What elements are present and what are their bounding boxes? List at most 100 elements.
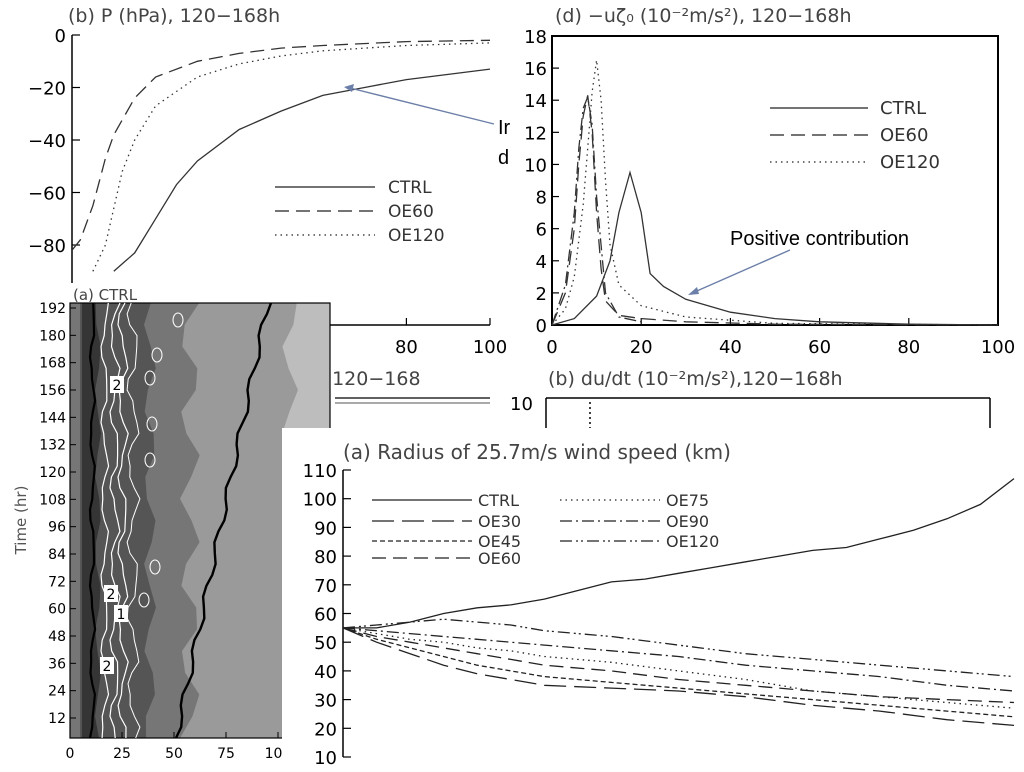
pressure-ytick-label: −20	[28, 79, 66, 100]
hovmoller-contour-line	[109, 302, 121, 739]
radius-legend-label: OE120	[666, 532, 719, 551]
hovmoller-ytick-label: 96	[48, 520, 66, 536]
radius-title: (a) Radius of 25.7m/s wind speed (km)	[343, 440, 731, 464]
hovmoller-xtick-label: 0	[66, 746, 75, 762]
advection-frame	[551, 35, 999, 326]
radius-panel: (a) Radius of 25.7m/s wind speed (km) 10…	[282, 428, 1024, 769]
pressure-series-oe120	[92, 42, 490, 272]
advection-series-unlabeled-3	[551, 94, 642, 326]
hovmoller-xtick-label: 50	[165, 746, 183, 762]
advection-xtick-label: 100	[981, 337, 1015, 358]
advection-legend-label: OE120	[880, 152, 940, 173]
advection-series-ctrl	[551, 170, 999, 326]
advection-ytick-label: 6	[536, 220, 547, 241]
hovmoller-contours	[88, 302, 273, 739]
pressure-ytick-label: −80	[28, 236, 66, 257]
radius-series	[342, 478, 1015, 727]
hovmoller-label-text: 2	[103, 659, 112, 675]
hovmoller-contour-line	[117, 302, 129, 739]
hovmoller-ytick-label: 36	[48, 656, 66, 672]
hovmoller-label-text: 2	[107, 587, 116, 603]
radius-series-oe90	[342, 627, 1015, 692]
radius-series-oe45	[342, 627, 1015, 718]
pressure-x-ticks: 80 100	[395, 318, 507, 358]
advection-series-oe120	[551, 60, 999, 326]
advection-ytick-label: 8	[536, 188, 547, 209]
advection-ticks: 0 2 4 6 8 10 12 14 16 18 0 20 40 60 80 100	[524, 27, 1015, 358]
fragments-panel: , 120−168 (b) du/dt (10⁻²m/s²),120−168h …	[320, 303, 991, 428]
radius-series-ctrl	[343, 478, 1015, 629]
advection-ytick-label: 12	[524, 123, 547, 144]
advection-series-oe60	[551, 95, 999, 326]
radius-ytick-label: 90	[314, 518, 337, 539]
hovmoller-title: (a) CTRL	[73, 286, 138, 304]
hovmoller-ytick-label: 12	[48, 711, 66, 727]
radius-ytick-label: 100	[303, 490, 337, 511]
radius-background	[282, 428, 1024, 768]
hovmoller-contour-outer	[174, 302, 273, 739]
pressure-y-ticks: 0 −20 −40 −60 −80	[28, 26, 80, 257]
hovmoller-ytick-label: 72	[48, 574, 66, 590]
hovmoller-contour-blob	[149, 559, 161, 575]
advection-xtick-label: 0	[546, 337, 557, 358]
pressure-arrow-head	[344, 84, 354, 92]
advection-title: (d) −uζ₀ (10⁻²m/s²), 120−168h	[555, 5, 852, 27]
advection-ytick-label: 14	[524, 91, 547, 112]
pressure-legend: CTRL OE60 OE120	[275, 178, 445, 246]
hovmoller-contour-blob	[144, 452, 156, 468]
advection-ytick-label: 10	[524, 155, 547, 176]
hovmoller-xtick-label: 75	[217, 746, 235, 762]
radius-ytick-label: 20	[314, 719, 337, 740]
hovmoller-label-text: 1	[117, 607, 126, 623]
pressure-series	[72, 39, 495, 272]
radius-ytick-label: 40	[314, 662, 337, 683]
hovmoller-ytick-label: 168	[39, 356, 66, 372]
fragment-ytick: 10	[510, 394, 533, 415]
hovmoller-label-box	[100, 657, 114, 674]
hovmoller-contour-blob	[144, 370, 156, 386]
radius-series-oe30	[342, 627, 1015, 727]
advection-panel: (d) −uζ₀ (10⁻²m/s²), 120−168h 0 2 4 6 8 10 12 1…	[524, 5, 1015, 358]
radius-ytick-label: 10	[314, 748, 337, 768]
advection-xtick-label: 40	[719, 337, 742, 358]
radius-ytick-label: 110	[303, 461, 337, 482]
hovmoller-contour-blob	[172, 312, 184, 328]
hovmoller-ytick-label: 108	[39, 492, 66, 508]
advection-arrow-head	[688, 287, 699, 295]
hovmoller-ytick-label: 120	[39, 465, 66, 481]
radius-legend-label: OE30	[478, 512, 521, 531]
radius-series-oe75	[342, 627, 1015, 709]
advection-annotation-arrow	[689, 249, 791, 295]
hovmoller-contour-line	[126, 302, 141, 739]
fragment-title-2: (b) du/dt (10⁻²m/s²),120−168h	[548, 368, 843, 390]
advection-ytick-label: 16	[524, 59, 547, 80]
hovmoller-xtick-label: 25	[113, 746, 131, 762]
advection-annotation: Positive contribution	[730, 228, 909, 250]
pressure-side-text-1: Ir	[498, 117, 511, 139]
pressure-series-oe60	[72, 39, 490, 251]
pressure-ytick-label: −60	[28, 184, 66, 205]
pressure-annotation-arrow	[349, 87, 495, 125]
radius-series-oe60	[342, 627, 1015, 704]
pressure-xtick-label: 80	[395, 337, 418, 358]
advection-xtick-label: 20	[630, 337, 653, 358]
pressure-ytick-label: −40	[28, 131, 66, 152]
fragment-title-1: , 120−168	[320, 368, 421, 390]
advection-ytick-label: 4	[536, 252, 547, 273]
hovmoller-y-label: Time (hr)	[12, 486, 30, 556]
pressure-legend-label: CTRL	[388, 178, 432, 198]
advection-ytick-label: 18	[524, 27, 547, 48]
hovmoller-ytick-label: 180	[39, 328, 66, 344]
hovmoller-label-box	[114, 605, 128, 622]
radius-ytick-label: 30	[314, 691, 337, 712]
hovmoller-contour-blob	[138, 592, 150, 608]
pressure-panel: (b) P (hPa), 120−168h 0 −20 −40 −60 −80 CTRL…	[28, 5, 511, 285]
hovmoller-ytick-label: 24	[48, 684, 66, 700]
hovmoller-ytick-label: 144	[39, 410, 66, 426]
pressure-lines	[72, 39, 490, 272]
